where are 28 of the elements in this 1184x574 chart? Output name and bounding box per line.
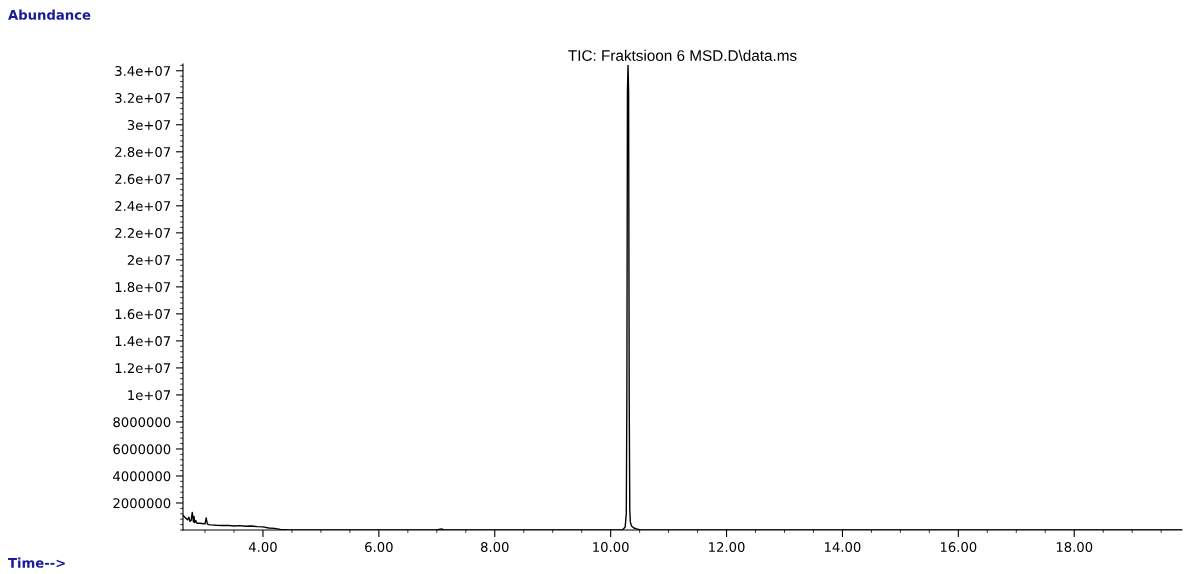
y-tick-label: 2.8e+07	[115, 147, 171, 157]
x-tick-label: 18.00	[1056, 542, 1093, 553]
y-axis-title: Abundance	[8, 9, 91, 20]
y-tick-label: 1.4e+07	[115, 336, 171, 347]
y-tick-label: 2e+07	[127, 255, 171, 266]
x-tick-label: 4.00	[248, 542, 277, 553]
y-tick-label: 3.4e+07	[115, 65, 171, 76]
y-tick-label: 1.8e+07	[115, 282, 171, 293]
y-tick-label: 2.4e+07	[115, 201, 171, 212]
y-tick-label: 3e+07	[127, 120, 171, 130]
x-axis-title: Time-->	[8, 557, 65, 568]
chart-title: TIC: Fraktsioon 6 MSD.D\data.ms	[568, 49, 797, 61]
y-tick-label: 1e+07	[128, 390, 171, 401]
y-tick-label: 1.6e+07	[115, 309, 171, 320]
x-tick-label: 6.00	[365, 542, 393, 553]
x-tick-label: 16.00	[940, 542, 977, 553]
x-tick-label: 10.00	[593, 542, 629, 553]
y-tick-label: 6000000	[113, 444, 171, 455]
y-tick-label: 1.2e+07	[115, 363, 171, 374]
y-tick-label: 8000000	[113, 417, 171, 428]
x-tick-label: 12.00	[709, 542, 745, 553]
x-tick-label: 14.00	[825, 542, 861, 553]
x-tick-label: 8.00	[480, 542, 509, 553]
y-tick-label: 2000000	[113, 498, 171, 509]
y-tick-label: 3.2e+07	[115, 92, 171, 103]
y-tick-label: 4000000	[113, 471, 171, 482]
y-tick-label: 2.6e+07	[115, 174, 171, 185]
y-tick-label: 2.2e+07	[115, 228, 171, 239]
